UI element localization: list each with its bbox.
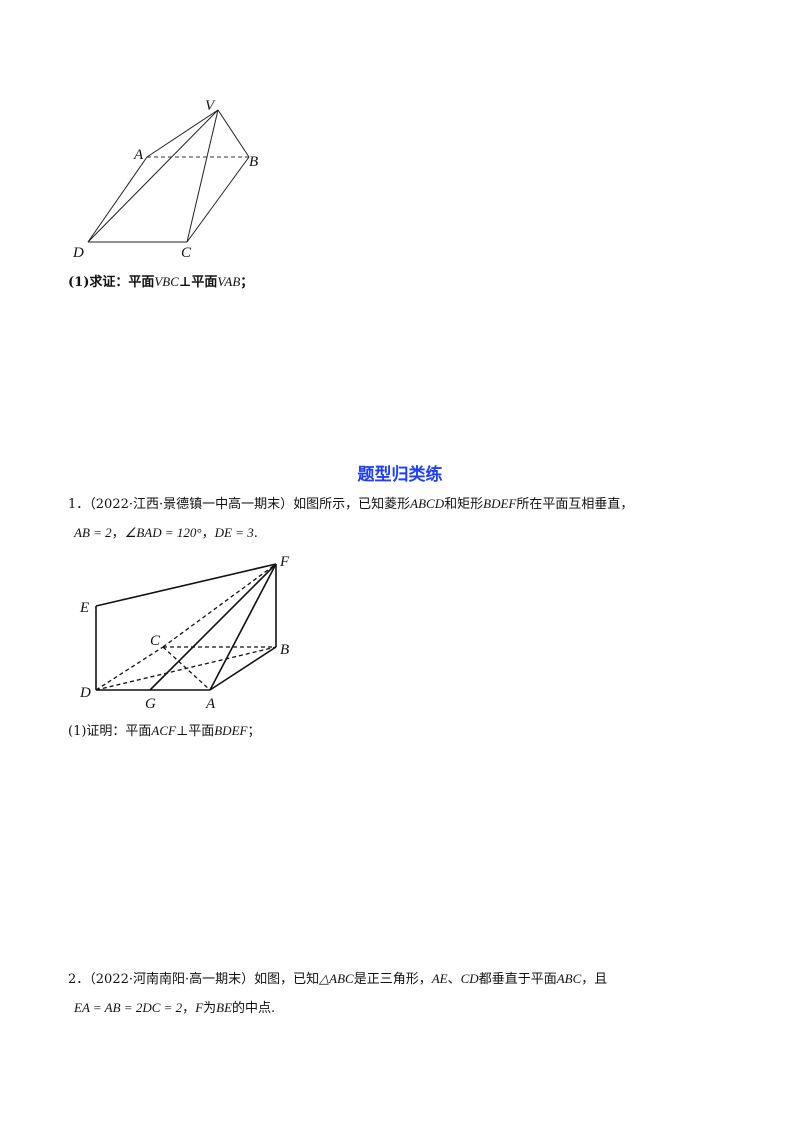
problem-number: 1． — [68, 497, 90, 512]
problem-1-line2: AB = 2，∠BAD = 120°，DE = 3. — [74, 523, 258, 544]
separator: ， — [111, 526, 125, 541]
part-end: ； — [240, 275, 254, 290]
problem-text: 和矩形 — [444, 497, 484, 512]
label-C: C — [150, 633, 161, 649]
label-E: E — [79, 600, 89, 616]
problem-1-line1: 1．（2022·江西·景德镇一中高一期末）如图所示，已知菱形ABCD和矩形BDE… — [68, 494, 633, 515]
solid-diagram: F E C B D G A — [79, 554, 290, 712]
problem-text: 如图所示，已知菱形 — [293, 497, 411, 512]
edge-AV — [146, 109, 219, 158]
label-A: A — [205, 696, 216, 712]
part-end: ； — [247, 724, 261, 739]
figure-rhombus-rectangle: F E C B D G A — [0, 540, 320, 720]
section-title: 题型归类练 — [357, 465, 443, 485]
edge-GF — [149, 563, 277, 691]
label-B: B — [249, 154, 258, 170]
math-cd: CD — [460, 971, 479, 986]
edge-AB — [209, 646, 277, 691]
label-V: V — [205, 98, 216, 114]
label-A: A — [133, 147, 144, 163]
edge-VB — [217, 109, 250, 158]
problem-number: 2． — [68, 972, 90, 987]
condition-ab: AB = 2 — [74, 525, 112, 540]
problem-2-line1: 2．（2022·河南南阳·高一期末）如图，已知△ABC是正三角形，AE、CD都垂… — [68, 969, 607, 990]
math-be: BE — [216, 1000, 233, 1015]
part-prefix: (1)求证：平面 — [68, 275, 155, 290]
condition-de: DE = 3 — [214, 525, 254, 540]
math-bdef: BDEF — [483, 496, 517, 511]
problem-text: ，且 — [581, 972, 608, 987]
problem-text: 是正三角形， — [353, 972, 432, 987]
plane-vbc: VBC — [154, 274, 179, 289]
perp-symbol: ⊥ — [178, 275, 192, 290]
label-C: C — [181, 245, 192, 261]
math-triangle-abc: △ABC — [319, 971, 354, 986]
edge-VD — [87, 109, 219, 243]
math-ae: AE — [431, 971, 448, 986]
problem-1-part1: (1)证明：平面ACF⊥平面BDEF； — [68, 721, 260, 742]
problem-text: 如图，已知 — [254, 972, 320, 987]
problem-source: （2022·江西·景德镇一中高一期末） — [89, 497, 294, 512]
label-B: B — [280, 642, 289, 658]
prev-question-part1: (1)求证：平面VBC⊥平面VAB； — [68, 272, 253, 293]
problem-2-line2: EA = AB = 2DC = 2，F为BE的中点. — [74, 998, 275, 1019]
separator: ， — [201, 526, 215, 541]
plane-acf: ACF — [151, 723, 176, 738]
condition-angle: ∠BAD = 120° — [124, 525, 202, 540]
problem-text: 所在平面互相垂直， — [516, 497, 634, 512]
problem-text: 的中点. — [232, 1001, 276, 1016]
figure-pyramid: V A B C D — [0, 0, 320, 270]
edge-AF — [209, 563, 277, 691]
math-abc: ABC — [556, 971, 582, 986]
separator: ， — [182, 1001, 196, 1016]
plane-bdef: BDEF — [214, 723, 248, 738]
sentence-end: . — [253, 526, 258, 541]
plane-word: 平面 — [191, 275, 218, 290]
condition-ea: EA = AB = 2DC = 2 — [74, 1000, 183, 1015]
label-D: D — [72, 245, 84, 261]
diagonal-CA-hidden — [162, 646, 211, 691]
perp-symbol: ⊥ — [175, 724, 189, 739]
separator: 、 — [447, 972, 461, 987]
problem-text: 为 — [203, 1001, 217, 1016]
problem-text: 都垂直于平面 — [478, 972, 557, 987]
plane-word: 平面 — [188, 724, 215, 739]
label-F: F — [279, 554, 290, 570]
edge-VC — [186, 109, 219, 243]
edge-CF-hidden — [162, 563, 277, 648]
edge-DC-hidden — [95, 646, 164, 691]
label-D: D — [79, 685, 91, 701]
math-f: F — [195, 1000, 204, 1015]
edge-BC — [186, 156, 250, 243]
edge-EF — [95, 563, 277, 607]
math-abcd: ABCD — [410, 496, 445, 511]
part-prefix: (1)证明：平面 — [68, 724, 152, 739]
label-G: G — [145, 696, 156, 712]
problem-source: （2022·河南南阳·高一期末） — [89, 972, 255, 987]
edge-AD — [87, 156, 148, 243]
plane-vab: VAB — [217, 274, 241, 289]
pyramid-diagram: V A B C D — [72, 98, 258, 261]
